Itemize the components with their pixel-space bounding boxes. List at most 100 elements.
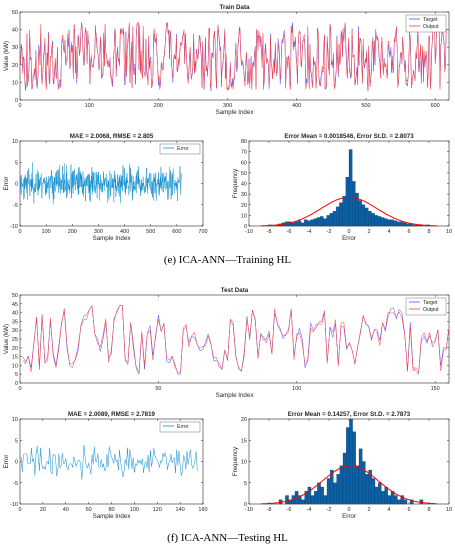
train_hist-xtick-label: 10 (446, 229, 452, 235)
train_error-xtick-label: 500 (146, 229, 155, 235)
train_error-legend-label-0: Error (177, 146, 189, 152)
train_hist-normal-fit (261, 196, 437, 227)
train_hist-xtick-label: -4 (307, 229, 312, 235)
test_series-axes (19, 294, 450, 384)
test_series-series-output (22, 304, 450, 374)
test_series-plot-area (19, 294, 450, 384)
test_error-xlabel: Sample Index (93, 513, 132, 520)
train_series-ytick-label: 0 (15, 98, 18, 104)
train_hist-bar (304, 219, 308, 227)
train_series-legend-label-0: Target (423, 17, 438, 23)
test_error-ytick-label: -5 (13, 481, 18, 487)
test_hist-bar (336, 474, 340, 505)
train_hist-bar (377, 216, 382, 227)
test_series-ytick-label: 15 (12, 355, 18, 361)
train_hist-ytick-label: 10 (241, 213, 247, 219)
test_hist-ylabel: Frequency (232, 446, 239, 476)
train_hist-bar (393, 220, 398, 227)
test_error-xtick-label: 120 (153, 507, 162, 513)
train_hist-bar (374, 215, 378, 227)
test_error-xtick-label: 160 (198, 507, 207, 513)
test_hist-title: Error Mean = 0.14257, Error St.D. = 2.78… (288, 411, 411, 418)
train_hist-bar (380, 217, 385, 227)
train_hist-bar (323, 218, 327, 227)
test_error-ytick-label: -10 (10, 502, 18, 508)
test_error-xtick-label: 100 (130, 507, 139, 513)
train_hist-xtick-label: -10 (245, 229, 253, 235)
test_error-ytick-label: 5 (15, 438, 18, 444)
test_hist-bar (307, 486, 312, 505)
test_hist-bar (381, 491, 385, 505)
train_error-xtick-label: 100 (42, 229, 51, 235)
train_hist-xtick-label: -2 (327, 229, 332, 235)
train_hist-bar (342, 196, 346, 227)
train_hist-xtick-label: -6 (287, 229, 292, 235)
train_error-xtick-label: 300 (94, 229, 103, 235)
test_error-title: MAE = 2.0089, RMSE = 2.7819 (68, 411, 156, 418)
train_hist-bar (364, 207, 369, 227)
test_series-title: Test Data (221, 287, 249, 294)
train_hist-ytick-label: 70 (241, 150, 247, 156)
train_hist-bar (291, 222, 295, 227)
train_hist-xtick-label: 0 (347, 229, 350, 235)
train_hist-bar (326, 215, 330, 227)
train_series-series-output (20, 22, 448, 91)
train_error-ytick-label: 10 (12, 139, 18, 145)
test_hist-xtick-label: -4 (307, 507, 312, 513)
train_hist-bar (406, 223, 410, 227)
train_error-xtick-label: 700 (198, 229, 207, 235)
test_hist-bar (371, 478, 376, 505)
test_hist-bar (378, 482, 382, 505)
train_hist-bar (297, 220, 302, 227)
test_hist-bar (326, 478, 331, 505)
train_hist-bar (320, 216, 324, 227)
train_error-xtick-label: 600 (172, 229, 181, 235)
train_error-xtick-label: 400 (120, 229, 129, 235)
test_hist-bar (285, 495, 289, 505)
test_hist-ytick-label: 5 (244, 481, 247, 487)
test_series-legend-label-1: Output (423, 307, 439, 313)
test_hist-bar (320, 486, 324, 505)
train_series-legend-label-1: Output (423, 24, 439, 30)
train_hist-ytick-label: 60 (241, 160, 247, 166)
test_hist-ytick-label: 20 (241, 417, 247, 423)
train_hist-xtick-label: 6 (407, 229, 410, 235)
train_hist-bar (348, 149, 353, 227)
train_hist-xtick-label: 4 (387, 229, 390, 235)
test_error-ytick-label: 10 (12, 417, 18, 423)
train_hist-bar (310, 219, 314, 227)
test_hist-bar (342, 452, 347, 505)
test_series-ytick-label: 35 (12, 319, 18, 325)
test_hist-ytick-label: 0 (244, 502, 247, 508)
train_error-title: MAE = 2.0068, RMSE = 2.805 (70, 133, 154, 140)
test_hist-bar (397, 499, 401, 505)
train_hist-bar (368, 211, 372, 227)
train_hist-ytick-label: 20 (241, 203, 247, 209)
test_hist-bar (403, 499, 408, 505)
train_hist-bar (300, 222, 305, 227)
test_series-xtick-label: 50 (155, 386, 161, 392)
test_series-xtick-label: 100 (292, 386, 301, 392)
test_series-ytick-label: 20 (12, 346, 18, 352)
test_series-xlabel: Sample Index (216, 392, 255, 399)
test_hist-bar (314, 491, 318, 505)
train_error-series-error (20, 162, 182, 205)
train_hist-ytick-label: 80 (241, 139, 247, 145)
train_hist-bar (316, 217, 321, 227)
train_hist-xtick-label: -8 (267, 229, 272, 235)
train_hist-bar (384, 218, 388, 227)
test_hist-bar (330, 469, 334, 505)
train_series-xtick-label: 500 (361, 103, 370, 109)
test_error-legend (159, 421, 201, 433)
train_hist-bar (313, 218, 318, 227)
test_hist-xtick-label: 0 (347, 507, 350, 513)
test_hist-bar (355, 465, 360, 505)
test_series-ytick-label: 10 (12, 363, 18, 369)
train_error-ytick-label: -10 (10, 224, 18, 230)
train_series-ytick-label: 50 (12, 10, 18, 16)
test_hist-xtick-label: -6 (287, 507, 292, 513)
train_hist-ytick-label: 30 (241, 192, 247, 198)
train_series-xtick-label: 200 (154, 103, 163, 109)
train_hist-bar (387, 219, 391, 227)
